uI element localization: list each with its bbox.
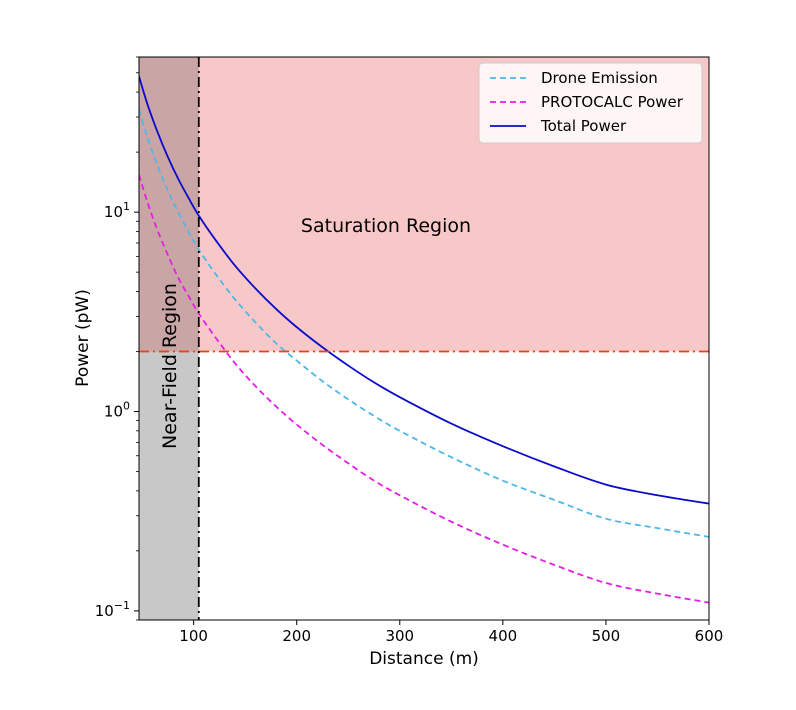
y-tick-label: 10−1 [95,599,130,620]
y-tick-label: 100 [104,400,130,421]
near-field-region-fill [139,351,199,620]
series-lines [139,76,709,604]
x-tick-label: 400 [489,627,518,645]
x-tick-label: 100 [179,627,208,645]
x-axis-label: Distance (m) [369,649,479,669]
legend-label-protocalc-power: PROTOCALC Power [541,93,684,111]
x-tick-label: 300 [385,627,414,645]
legend-label-total-power: Total Power [540,117,627,135]
x-tick-label: 500 [592,627,621,645]
legend: Drone Emission PROTOCALC Power Total Pow… [478,62,703,144]
saturation-region-label: Saturation Region [301,215,471,237]
plot-frame [138,56,710,621]
legend-box [478,62,703,144]
x-tick-label: 600 [695,627,724,645]
y-tick-label: 101 [104,200,130,221]
series-line-total-power [139,76,709,505]
reference-lines [139,57,709,620]
y-axis-ticks: 10−1 100 101 [95,56,139,621]
x-tick-label: 200 [282,627,311,645]
near-field-region-label: Near-Field Region [159,283,181,449]
x-axis-ticks: 100 200 300 400 500 600 [179,620,723,645]
y-axis-label: Power (pW) [73,289,93,387]
legend-label-drone-emission: Drone Emission [541,69,658,87]
